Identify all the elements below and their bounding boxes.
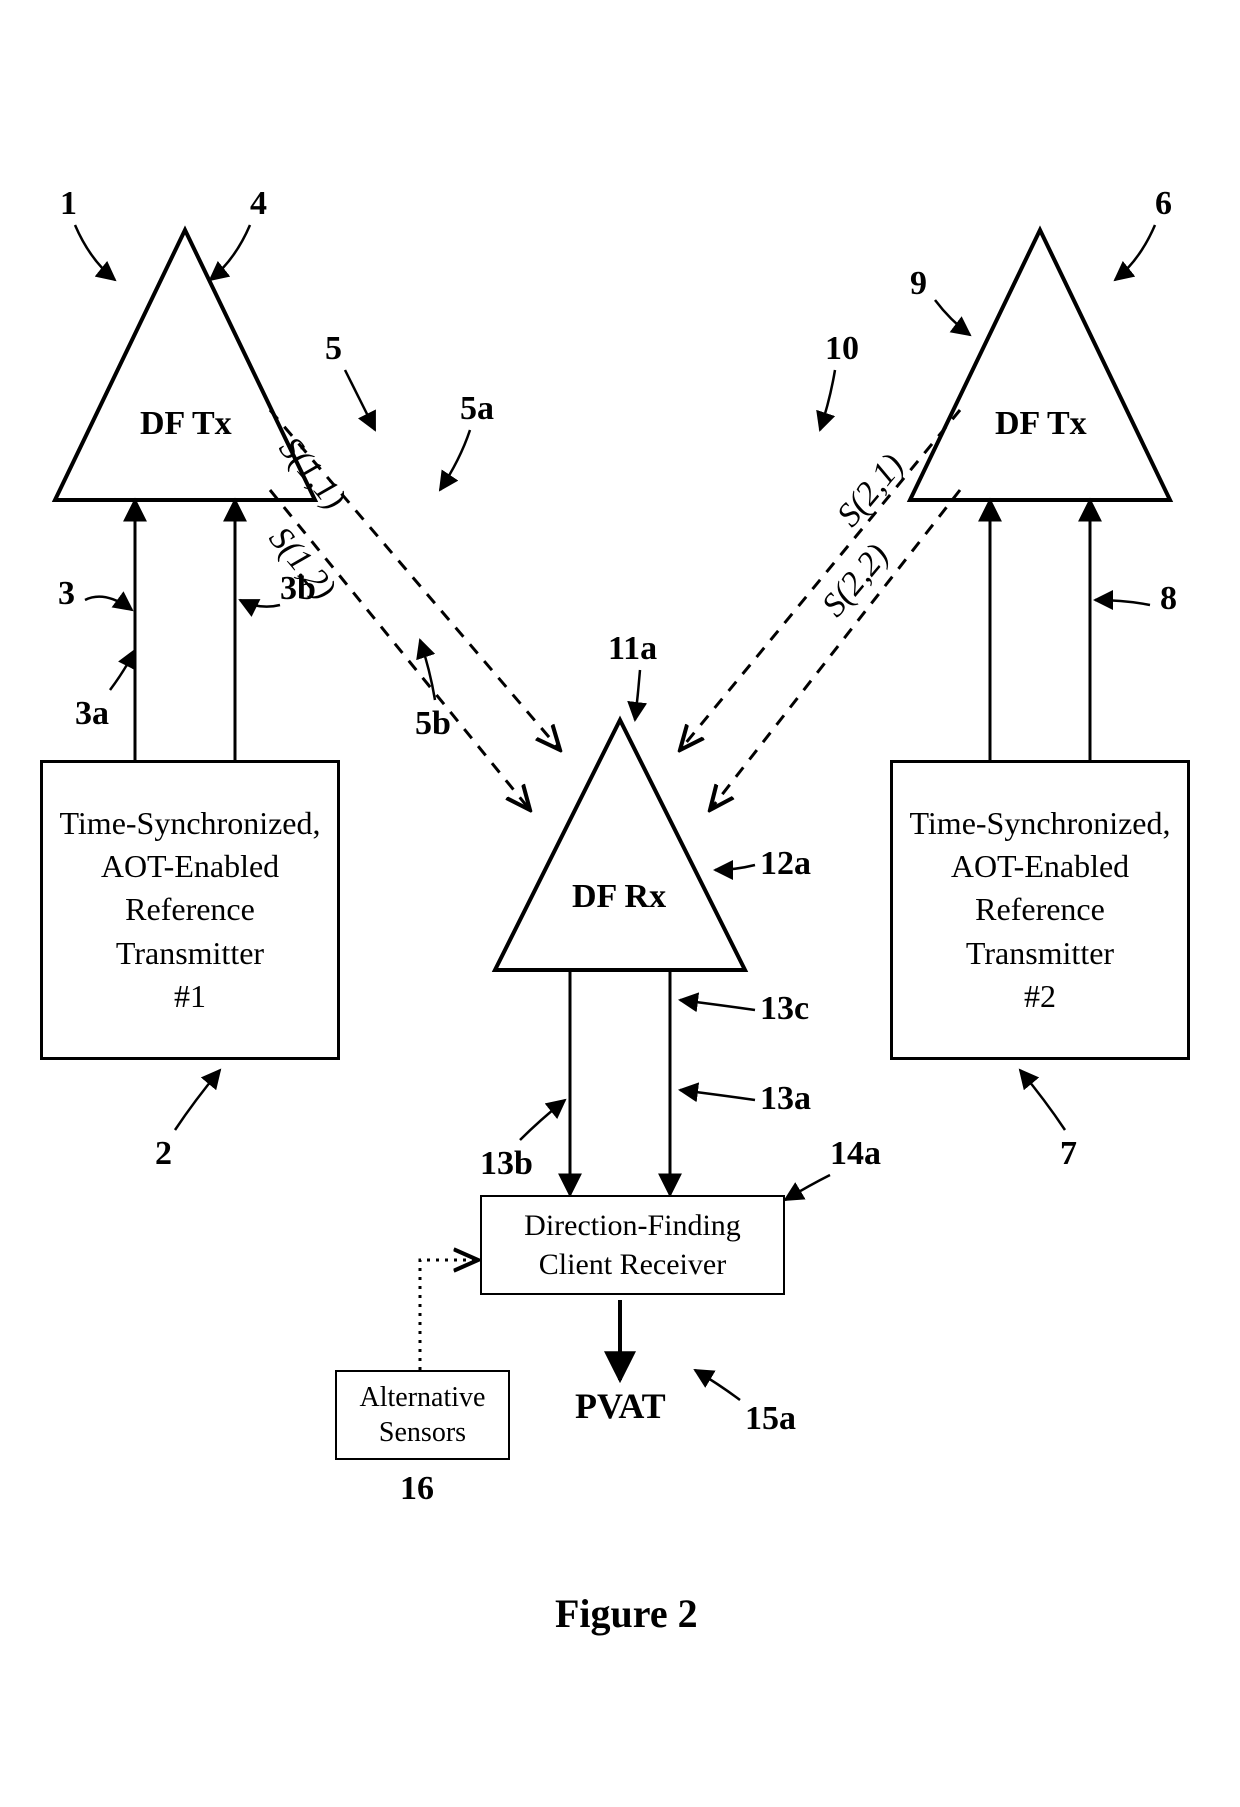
ref-13b: 13b xyxy=(480,1145,533,1183)
signal-s21-line xyxy=(680,410,960,750)
ref-16: 16 xyxy=(400,1470,434,1508)
ref-11a: 11a xyxy=(608,630,657,668)
alt-sensors-box: Alternative Sensors xyxy=(335,1370,510,1460)
ref-10: 10 xyxy=(825,330,859,368)
ref-8: 8 xyxy=(1160,580,1177,618)
ref-12a: 12a xyxy=(760,845,811,883)
ref-9: 9 xyxy=(910,265,927,303)
pvat-label: PVAT xyxy=(575,1385,666,1427)
leader-8 xyxy=(1095,600,1150,605)
tx2-antenna-label: DF Tx xyxy=(995,405,1087,443)
leader-5b xyxy=(420,640,435,700)
leader-1 xyxy=(75,225,115,280)
figure-label: Figure 2 xyxy=(555,1590,698,1637)
ref-4: 4 xyxy=(250,185,267,223)
ref-3b: 3b xyxy=(280,570,316,608)
leader-13c xyxy=(680,1000,755,1010)
ref-5a: 5a xyxy=(460,390,494,428)
leader-3a xyxy=(110,650,135,690)
ref-7: 7 xyxy=(1060,1135,1077,1173)
rx-antenna xyxy=(495,720,745,970)
ref-15a: 15a xyxy=(745,1400,796,1438)
ref-1: 1 xyxy=(60,185,77,223)
tx1-box: Time-Synchronized, AOT-Enabled Reference… xyxy=(40,760,340,1060)
ref-13c: 13c xyxy=(760,990,809,1028)
leader-5a xyxy=(440,430,470,490)
leader-3b xyxy=(240,600,280,607)
leader-15a xyxy=(695,1370,740,1400)
ref-2: 2 xyxy=(155,1135,172,1173)
leader-6 xyxy=(1115,225,1155,280)
leader-2 xyxy=(175,1070,220,1130)
leader-10 xyxy=(820,370,835,430)
ref-6: 6 xyxy=(1155,185,1172,223)
ref-3: 3 xyxy=(58,575,75,613)
leader-13b xyxy=(520,1100,565,1140)
ref-5: 5 xyxy=(325,330,342,368)
leader-14a xyxy=(785,1175,830,1200)
ref-13a: 13a xyxy=(760,1080,811,1118)
leader-7 xyxy=(1020,1070,1065,1130)
ref-5b: 5b xyxy=(415,705,451,743)
leader-3 xyxy=(85,597,132,610)
tx2-antenna xyxy=(910,230,1170,500)
leader-5 xyxy=(345,370,375,430)
rx-client-box: Direction-Finding Client Receiver xyxy=(480,1195,785,1295)
rx-antenna-label: DF Rx xyxy=(572,878,666,916)
alt-sensors-arrow xyxy=(420,1260,478,1370)
tx2-box: Time-Synchronized, AOT-Enabled Reference… xyxy=(890,760,1190,1060)
ref-3a: 3a xyxy=(75,695,109,733)
leader-12a xyxy=(715,865,755,870)
leader-9 xyxy=(935,300,970,335)
tx1-antenna-label: DF Tx xyxy=(140,405,232,443)
leader-11a xyxy=(635,670,640,720)
leader-4 xyxy=(210,225,250,280)
leader-13a xyxy=(680,1090,755,1100)
ref-14a: 14a xyxy=(830,1135,881,1173)
